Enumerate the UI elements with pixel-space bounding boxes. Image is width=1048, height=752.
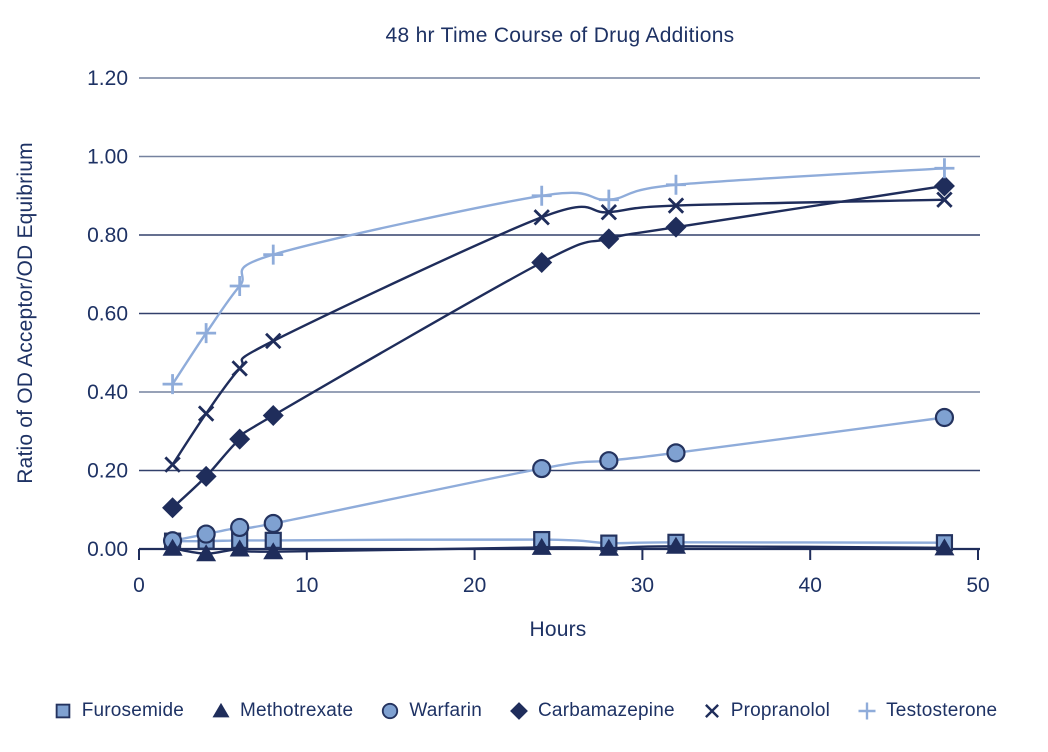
methotrexate-triangle-marker bbox=[263, 542, 284, 560]
legend-label-furosemide: Furosemide bbox=[81, 700, 185, 721]
furosemide-legend-square-marker bbox=[55, 703, 70, 719]
testosterone-plus-marker bbox=[263, 244, 284, 265]
testosterone-plus-marker bbox=[162, 374, 183, 395]
methotrexate-triangle-marker bbox=[665, 536, 686, 554]
propranolol-x-marker bbox=[164, 456, 181, 473]
furosemide-square-icon bbox=[55, 703, 70, 719]
testosterone-plus-marker bbox=[531, 185, 552, 206]
legend-item-furosemide: Furosemide bbox=[51, 699, 184, 723]
x-axis-title: Hours bbox=[529, 618, 586, 641]
series-line-furosemide bbox=[172, 538, 945, 545]
methotrexate-triangle-marker bbox=[162, 538, 183, 556]
legend-label-warfarin: Warfarin bbox=[409, 700, 482, 721]
legend-item-propranolol: Propranolol bbox=[700, 699, 830, 723]
x-axis-tick-labels: 0 10 20 30 40 50 bbox=[133, 574, 990, 597]
x-tick-label: 30 bbox=[631, 574, 654, 597]
methotrexate-triangle-icon bbox=[212, 702, 230, 718]
carbamazepine-diamond-marker bbox=[665, 216, 687, 238]
warfarin-circle-marker bbox=[263, 513, 283, 534]
x-tick-label: 0 bbox=[133, 574, 145, 597]
methotrexate-legend-triangle-marker bbox=[212, 702, 230, 718]
testosterone-plus-marker bbox=[665, 174, 686, 195]
y-axis-tick-labels: 0.00 0.20 0.40 0.60 0.80 1.00 1.20 bbox=[87, 67, 128, 561]
warfarin-circle-icon bbox=[382, 702, 399, 720]
warfarin-circle-marker bbox=[599, 451, 619, 471]
x-tick-label: 20 bbox=[463, 574, 486, 597]
y-tick-label: 0.20 bbox=[87, 460, 128, 483]
carbamazepine-legend-diamond-marker bbox=[510, 702, 528, 720]
chart-title: 48 hr Time Course of Drug Additions bbox=[385, 24, 734, 47]
legend-item-methotrexate: Methotrexate bbox=[209, 699, 353, 723]
warfarin-circle-marker bbox=[934, 407, 955, 428]
propranolol-x-marker bbox=[265, 332, 282, 350]
carbamazepine-diamond-marker bbox=[531, 251, 553, 273]
testosterone-plus-marker bbox=[196, 323, 217, 344]
propranolol-x-marker bbox=[667, 197, 685, 214]
methotrexate-triangle-marker bbox=[531, 537, 552, 555]
series-propranolol bbox=[164, 191, 953, 473]
warfarin-circle-marker bbox=[532, 458, 552, 479]
propranolol-x-marker bbox=[231, 360, 248, 377]
methotrexate-triangle-marker bbox=[934, 538, 955, 556]
carbamazepine-diamond-marker bbox=[229, 428, 251, 450]
series-line-carbamazepine bbox=[171, 184, 945, 509]
y-tick-label: 0.60 bbox=[87, 303, 128, 326]
warfarin-circle-marker bbox=[230, 517, 250, 538]
gridlines bbox=[139, 77, 980, 472]
y-tick-label: 1.00 bbox=[87, 146, 128, 169]
methotrexate-triangle-marker bbox=[196, 544, 217, 562]
methotrexate-triangle-marker bbox=[598, 538, 619, 556]
series-line-warfarin bbox=[172, 416, 945, 542]
testosterone-plus-marker bbox=[598, 189, 619, 210]
y-tick-label: 1.20 bbox=[87, 67, 128, 90]
warfarin-legend-circle-marker bbox=[382, 702, 399, 720]
series-warfarin bbox=[162, 407, 955, 551]
testosterone-plus-marker bbox=[934, 158, 955, 179]
series-line-methotrexate bbox=[172, 545, 945, 555]
legend-item-warfarin: Warfarin bbox=[378, 699, 482, 723]
series-line-propranolol bbox=[171, 198, 945, 466]
series-methotrexate bbox=[162, 536, 955, 562]
carbamazepine-diamond-icon bbox=[510, 702, 528, 720]
propranolol-legend-x-marker bbox=[704, 704, 719, 718]
chart-legend: Furosemide Methotrexate Warfarin Carbamazep… bbox=[0, 699, 1048, 723]
carbamazepine-diamond-marker bbox=[598, 228, 620, 250]
methotrexate-triangle-marker bbox=[229, 539, 250, 557]
legend-label-propranolol: Propranolol bbox=[730, 700, 831, 721]
y-axis-title: Ratio of OD Acceptor/OD Equibrium bbox=[14, 142, 37, 484]
legend-label-carbamazepine: Carbamazepine bbox=[538, 700, 675, 721]
y-tick-label: 0.00 bbox=[87, 538, 128, 561]
x-tick-label: 40 bbox=[799, 574, 822, 597]
warfarin-circle-marker bbox=[666, 443, 686, 463]
series-line-testosterone bbox=[171, 167, 945, 385]
y-tick-label: 0.80 bbox=[87, 224, 128, 247]
warfarin-circle-marker bbox=[196, 524, 216, 544]
series-carbamazepine bbox=[162, 175, 955, 519]
propranolol-x-marker bbox=[533, 209, 550, 226]
x-tick-label: 10 bbox=[295, 574, 318, 597]
data-series bbox=[162, 158, 955, 562]
chart-plot-area: 48 hr Time Course of Drug Additions 0.00… bbox=[14, 24, 990, 641]
testosterone-plus-icon bbox=[858, 702, 876, 720]
propranolol-x-marker bbox=[197, 405, 215, 422]
carbamazepine-diamond-marker bbox=[162, 497, 184, 519]
legend-item-carbamazepine: Carbamazepine bbox=[507, 699, 675, 723]
propranolol-x-marker bbox=[936, 191, 953, 208]
propranolol-x-icon bbox=[704, 704, 719, 718]
legend-item-testosterone: Testosterone bbox=[855, 699, 997, 723]
carbamazepine-diamond-marker bbox=[933, 175, 955, 197]
y-tick-label: 0.40 bbox=[87, 381, 128, 404]
x-axis bbox=[138, 547, 980, 560]
legend-label-methotrexate: Methotrexate bbox=[240, 700, 354, 721]
carbamazepine-diamond-marker bbox=[262, 405, 284, 427]
series-testosterone bbox=[162, 158, 955, 395]
x-tick-label: 50 bbox=[966, 574, 989, 597]
testosterone-legend-plus-marker bbox=[858, 702, 876, 720]
propranolol-x-marker bbox=[600, 204, 618, 221]
legend-label-testosterone: Testosterone bbox=[886, 700, 998, 721]
testosterone-plus-marker bbox=[229, 276, 250, 297]
carbamazepine-diamond-marker bbox=[195, 465, 217, 487]
